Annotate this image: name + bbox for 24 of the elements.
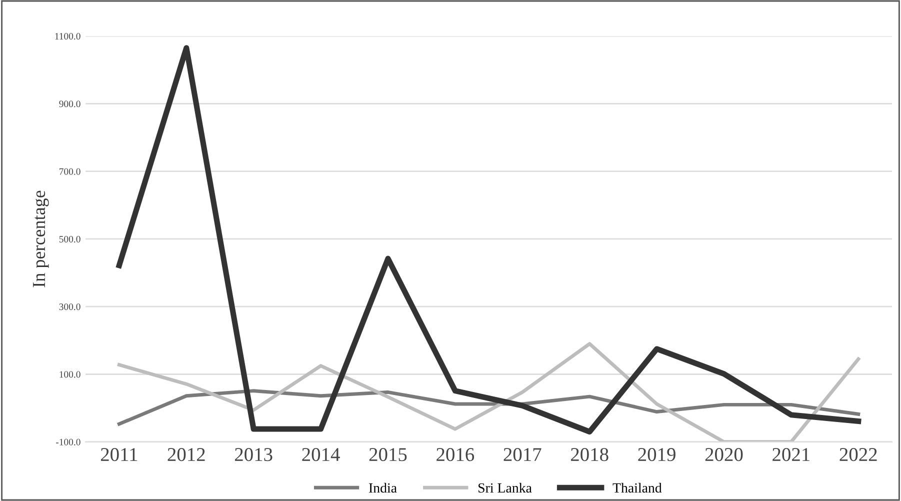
x-tick-label: 2014: [302, 448, 340, 462]
x-tick-label: 2020: [705, 448, 743, 462]
legend-label: Thailand: [612, 482, 662, 493]
y-tick-label: -100.0: [56, 438, 80, 446]
y-tick-label: 900.0: [59, 100, 80, 108]
x-tick-label: 2018: [571, 448, 608, 462]
y-tick-label: 1100.0: [55, 32, 80, 40]
line-series: [117, 342, 860, 442]
x-tick-label: 2012: [168, 448, 205, 462]
x-tick-label: 2017: [504, 448, 542, 462]
y-tick-label: 500.0: [59, 236, 80, 242]
x-tick-label: 2015: [369, 448, 407, 462]
x-tick-label: 2021: [772, 448, 810, 462]
y-tick-label: 700.0: [60, 168, 80, 175]
x-tick-label: 2011: [100, 448, 138, 462]
legend-label: Sri Lanka: [478, 482, 532, 493]
x-tick-label: 2013: [235, 448, 272, 462]
y-tick-label: 300.0: [59, 304, 80, 310]
x-tick-label: 2022: [840, 448, 877, 462]
y-axis-title: In percentage: [33, 190, 49, 288]
x-tick-label: 2016: [436, 448, 474, 462]
legend-label: India: [368, 482, 397, 493]
y-tick-label: 100.0: [60, 371, 80, 378]
x-tick-label: 2019: [638, 448, 676, 462]
